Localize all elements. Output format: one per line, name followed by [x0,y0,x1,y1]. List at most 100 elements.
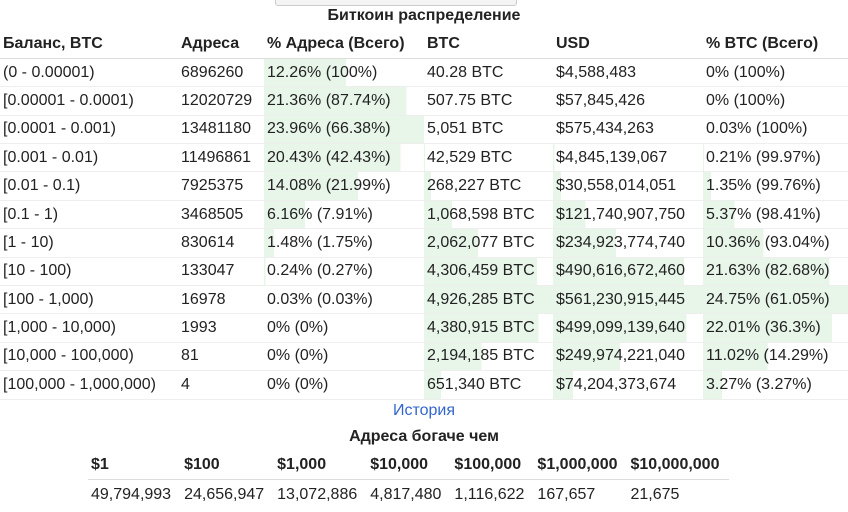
cell: 268,227 BTC [424,171,553,201]
row: [100 - 1,000) 16978 0.03% (0.03%) 4,926,285… [0,285,848,315]
row: [0.001 - 0.01) 11496861 20.43% (42.43%) 42,… [0,143,848,173]
cell: $4,845,139,067 [553,143,703,173]
cell: $575,434,263 [553,115,703,145]
rich-value: 1,116,622 [454,485,525,503]
cell: (0 - 0.00001) [0,58,178,88]
toolbar [275,0,517,6]
cell: 3468505 [178,200,264,230]
cell: $4,588,483 [553,58,703,88]
rich-header: $10,000 [367,450,452,480]
rich-header: $1 [88,450,182,480]
cell: 11496861 [178,143,264,173]
cell: 12.26% (100%) [264,58,424,88]
rich-header: $1,000 [274,450,368,480]
cell: [10,000 - 100,000) [0,342,178,372]
cell: 21.36% (87.74%) [264,86,424,116]
cell: 16978 [178,285,264,315]
row: [10 - 100) 133047 0.24% (0.27%) 4,306,459 B… [0,257,848,287]
cell: 4,380,915 BTC [424,313,553,343]
cell: $57,845,426 [553,86,703,116]
cell: 23.96% (66.38%) [264,115,424,145]
cell: 2,194,185 BTC [424,342,553,372]
cell: 6896260 [178,58,264,88]
cell: [0.01 - 0.1) [0,171,178,201]
rich-value: 24,656,947 [184,485,265,503]
cell: 2,062,077 BTC [424,228,553,258]
column-header: Баланс, BTC [0,30,178,59]
cell: 42,529 BTC [424,143,553,173]
cell: 133047 [178,257,264,287]
cell: 0% (100%) [703,86,848,116]
cell: [0.00001 - 0.0001) [0,86,178,116]
cell: $499,099,139,640 [553,313,703,343]
rich-value: 13,072,886 [277,485,358,503]
cell: 0.03% (100%) [703,115,848,145]
cell: 0.03% (0.03%) [264,285,424,315]
column-header: % Адреса (Всего) [264,30,424,59]
cell: 81 [178,342,264,372]
cell: $249,974,221,040 [553,342,703,372]
cell: $30,558,014,051 [553,171,703,201]
cell: 4,926,285 BTC [424,285,553,315]
cell: $74,204,373,674 [553,370,703,400]
rich-title: Адреса богаче чем [349,428,499,445]
cell: 7925375 [178,171,264,201]
cell: 507.75 BTC [424,86,553,116]
rich-table: $1 $100 $1,000 $10,000 $100,000 $1,000,000 $10… [88,450,730,509]
cell: 3.27% (3.27%) [703,370,848,400]
cell: 11.02% (14.29%) [703,342,848,372]
cell: 22.01% (36.3%) [703,313,848,343]
rich-value: 4,817,480 [370,485,442,503]
cell: 4,306,459 BTC [424,257,553,287]
cell: $121,740,907,750 [553,200,703,230]
row: [0.0001 - 0.001) 13481180 23.96% (66.38%) 5… [0,115,848,145]
column-header: USD [553,30,703,59]
row: [1,000 - 10,000) 1993 0% (0%) 4,380,915 BTC… [0,313,848,343]
cell: 5.37% (98.41%) [703,200,848,230]
rich-value: 49,794,993 [91,485,172,503]
distribution-table: Баланс, BTC Адреса% Адреса (Всего) BTC USD%… [0,30,848,400]
cell: 5,051 BTC [424,115,553,145]
cell: 1.35% (99.76%) [703,171,848,201]
cell: 1.48% (1.75%) [264,228,424,258]
cell: 651,340 BTC [424,370,553,400]
cell: 14.08% (21.99%) [264,171,424,201]
row: [0.00001 - 0.0001) 12020729 21.36% (87.74%… [0,86,848,116]
cell: [0.0001 - 0.001) [0,115,178,145]
cell: [100 - 1,000) [0,285,178,315]
cell: $234,923,774,740 [553,228,703,258]
cell: 24.75% (61.05%) [703,285,848,315]
row: [0.1 - 1) 3468505 6.16% (7.91%) 1,068,598 B… [0,200,848,230]
cell: 0.21% (99.97%) [703,143,848,173]
cell: 20.43% (42.43%) [264,143,424,173]
title: Биткоин распределение [327,7,521,24]
history-link[interactable]: История [392,402,456,419]
cell: 830614 [178,228,264,258]
row: [100,000 - 1,000,000) 4 0% (0%) 651,340 BTC… [0,370,848,400]
cell: 1,068,598 BTC [424,200,553,230]
cell: [100,000 - 1,000,000) [0,370,178,400]
cell: 0% (100%) [703,58,848,88]
rich-value: 167,657 [537,485,596,503]
cell: 13481180 [178,115,264,145]
cell: [0.1 - 1) [0,200,178,230]
column-header: % BTC (Всего) [703,30,848,59]
row: [1 - 10) 830614 1.48% (1.75%) 2,062,077 BTC… [0,228,848,258]
cell: 12020729 [178,86,264,116]
rich-header: $100 [181,450,275,480]
cell: 1993 [178,313,264,343]
rich-header: $100,000 [451,450,535,480]
column-header: Адреса [178,30,264,59]
cell: [1 - 10) [0,228,178,258]
cell: 0.24% (0.27%) [264,257,424,287]
cell: 10.36% (93.04%) [703,228,848,258]
row: [10,000 - 100,000) 81 0% (0%) 2,194,185 BTC… [0,342,848,372]
column-header: BTC [424,30,553,59]
cell: 0% (0%) [264,370,424,400]
rich-header: $1,000,000 [534,450,628,480]
cell: 4 [178,370,264,400]
cell: 6.16% (7.91%) [264,200,424,230]
row: (0 - 0.00001) 6896260 12.26% (100%) 40.28 B… [0,58,848,88]
cell: 0% (0%) [264,342,424,372]
